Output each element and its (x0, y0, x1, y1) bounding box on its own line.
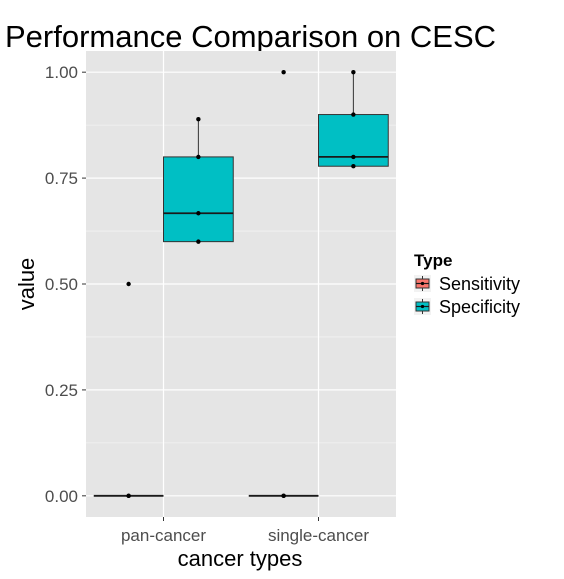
x-tick-label: single-cancer (268, 526, 369, 545)
box-specificity-pan-cancer (163, 119, 234, 243)
x-tick-label: pan-cancer (121, 526, 206, 545)
legend: Type Sensitivity Specificity (414, 251, 520, 317)
box-body (163, 156, 234, 243)
legend-key-point (420, 304, 425, 309)
data-point (351, 69, 356, 75)
legend-key-point (420, 281, 425, 286)
data-point (196, 117, 201, 122)
y-tick-label: 0.75 (45, 169, 78, 188)
data-point (196, 211, 201, 216)
legend-label: Specificity (439, 297, 520, 317)
data-point (196, 239, 201, 244)
data-point (281, 493, 286, 499)
x-axis-title: cancer types (178, 546, 303, 571)
data-point (351, 112, 356, 117)
x-axis-ticks: pan-cancer single-cancer (121, 517, 369, 545)
y-tick-label: 0.25 (45, 381, 78, 400)
data-point (351, 154, 356, 160)
data-point (126, 493, 131, 499)
legend-title: Type (414, 251, 452, 270)
y-tick-label: 0.50 (45, 275, 78, 294)
legend-label: Sensitivity (439, 274, 520, 294)
legend-item-sensitivity: Sensitivity (414, 274, 520, 294)
data-point (196, 154, 201, 160)
data-point (281, 69, 286, 75)
chart-title: Performance Comparison on CESC (5, 19, 496, 54)
data-point (351, 164, 356, 169)
data-point (126, 281, 131, 287)
y-axis-ticks: 0.00 0.25 0.50 0.75 1.00 (45, 63, 86, 506)
legend-item-specificity: Specificity (414, 297, 520, 317)
y-axis-title: value (14, 258, 39, 311)
box-layer (93, 69, 389, 499)
y-tick-label: 1.00 (45, 63, 78, 82)
y-tick-label: 0.00 (45, 487, 78, 506)
